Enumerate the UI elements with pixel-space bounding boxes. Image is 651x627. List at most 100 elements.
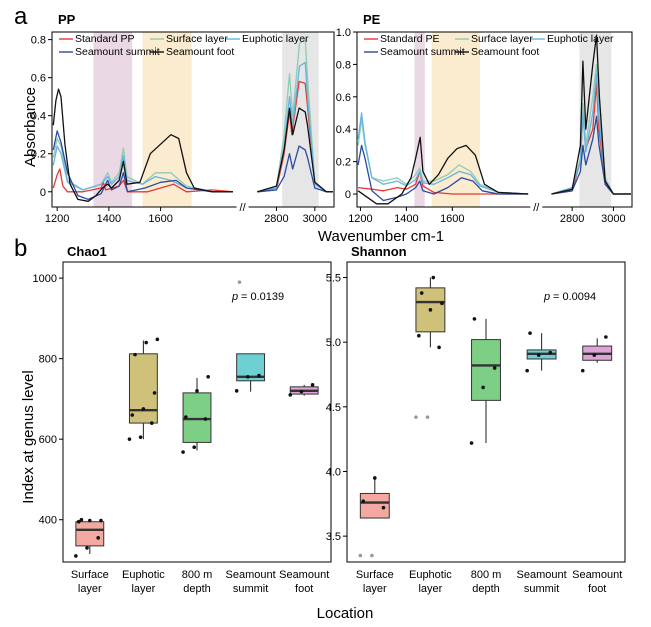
legend-entry: Seamount foot [166,46,234,58]
x-category-label: layer [78,583,102,595]
y-tick-label: 0.4 [31,111,46,123]
box-group [74,517,105,558]
data-point [246,374,250,379]
data-point [127,437,132,441]
x-tick-label: 2800 [264,213,288,225]
spectrum-line-euphotic [357,112,529,195]
spectrum-line-standard [52,168,234,193]
box-group [127,337,160,441]
data-point [592,353,597,357]
spectrum-line-foot [551,34,631,195]
data-point [370,553,374,558]
legend-entry: Standard PP [75,33,135,45]
data-point [288,393,293,397]
x-category-label: 800 m [471,569,502,581]
data-point [149,421,154,425]
box-body [75,521,105,547]
b-y-axis-label: Index at genus level [20,370,37,503]
box-group [469,317,501,445]
p-value-italic: p [543,291,550,303]
legend-entry: Seamount foot [471,46,539,58]
y-tick-label: 0.8 [336,59,351,71]
data-point [138,435,143,439]
x-category-label: Seamount [572,569,622,581]
x-category-label: depth [472,583,500,595]
x-category-label: layer [418,583,442,595]
highlight-band [142,32,192,207]
spectrum-line-foot [257,107,333,193]
y-tick-label: 4.0 [326,466,341,478]
x-category-label: summit [524,583,559,595]
data-point [492,366,497,370]
y-tick-label: 5.0 [326,337,341,349]
data-point [237,280,242,284]
y-tick-label: 3.5 [326,531,341,543]
data-point [99,518,103,523]
data-point [425,415,430,419]
spectrum-line-summit [52,130,233,201]
x-category-label: foot [588,583,606,595]
y-tick-label: 0.2 [31,149,46,161]
data-point [310,383,315,387]
legend-entry: Seamount summit [380,46,465,58]
spectrum-line-foot [357,136,529,205]
x-tick-label: 1200 [45,213,69,225]
data-point [85,546,89,550]
legend-entry: Seamount summit [75,46,160,58]
x-category-label: depth [183,583,211,595]
data-point [88,518,92,523]
data-point [536,353,541,357]
data-point [257,373,261,378]
x-tick-label: 1200 [348,213,372,225]
axis-break-gap [530,204,543,210]
boxplot-chart-shannon: Surface layer Euphotic layer 800 m depth Seamo… [326,244,626,595]
y-tick-label: 1.0 [336,27,351,39]
panel-b-letter: b [14,235,27,262]
x-tick-label: 3000 [601,213,625,225]
x-category-label: summit [233,583,268,595]
x-tick-label: 1400 [97,213,121,225]
data-point [381,505,386,510]
data-point [181,450,185,454]
x-tick-label: 1600 [440,213,464,225]
data-point [299,389,304,394]
plot-frame [51,31,335,208]
data-point [417,333,421,338]
x-category-label: layer [363,583,387,595]
data-point [195,389,199,393]
chart-title: PE [363,12,381,27]
legend-entry: Surface layer [166,33,228,45]
box-group [414,275,446,419]
data-point [428,308,433,312]
p-value-annotation: = 0.0094 [553,291,596,303]
data-point [234,389,239,393]
legend-entry: Euphotic layer [242,33,309,45]
data-point [481,385,485,390]
chart-title: Chao1 [67,244,107,259]
box-body [359,492,390,519]
data-point [440,301,444,306]
y-tick-label: 800 [39,354,57,366]
y-tick-label: 0 [40,187,46,199]
x-category-label: foot [295,583,313,595]
data-point [604,335,608,339]
data-point [141,407,146,411]
data-point [79,517,84,522]
data-point [469,441,474,445]
x-tick-label: 1600 [148,213,172,225]
data-point [373,476,377,480]
x-category-label: Surface [71,569,109,581]
chart-title: Shannon [351,244,407,259]
axis-break-gap [236,204,249,210]
highlight-band [414,32,425,207]
b-x-axis-label: Location [317,605,374,622]
data-point [525,368,529,373]
x-category-label: layer [131,583,155,595]
series-group [357,34,631,205]
data-point [192,445,197,450]
box-body [471,339,501,401]
data-point [133,352,137,357]
panel-a-letter: a [14,3,28,30]
data-point [361,499,366,504]
y-tick-label: 0.8 [31,35,46,47]
